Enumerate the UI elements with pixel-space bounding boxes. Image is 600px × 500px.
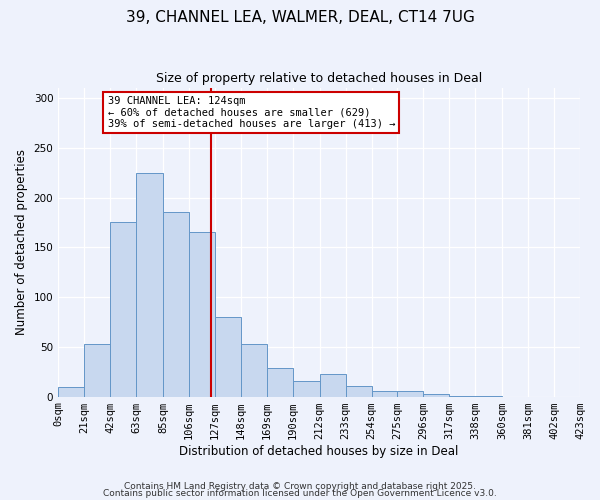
Bar: [136, 172, 163, 396]
Bar: [293, 380, 320, 396]
Bar: [241, 344, 266, 397]
Bar: [84, 344, 110, 397]
Bar: [163, 212, 189, 396]
Y-axis label: Number of detached properties: Number of detached properties: [15, 150, 28, 336]
Title: Size of property relative to detached houses in Deal: Size of property relative to detached ho…: [156, 72, 482, 86]
Bar: [58, 386, 84, 396]
Text: Contains public sector information licensed under the Open Government Licence v3: Contains public sector information licen…: [103, 489, 497, 498]
Bar: [371, 390, 397, 396]
Bar: [397, 390, 424, 396]
Bar: [215, 317, 241, 396]
Text: Contains HM Land Registry data © Crown copyright and database right 2025.: Contains HM Land Registry data © Crown c…: [124, 482, 476, 491]
X-axis label: Distribution of detached houses by size in Deal: Distribution of detached houses by size …: [179, 444, 459, 458]
Text: 39 CHANNEL LEA: 124sqm
← 60% of detached houses are smaller (629)
39% of semi-de: 39 CHANNEL LEA: 124sqm ← 60% of detached…: [107, 96, 395, 129]
Bar: [346, 386, 371, 396]
Bar: [424, 394, 449, 396]
Bar: [266, 368, 293, 396]
Bar: [189, 232, 215, 396]
Bar: [110, 222, 136, 396]
Text: 39, CHANNEL LEA, WALMER, DEAL, CT14 7UG: 39, CHANNEL LEA, WALMER, DEAL, CT14 7UG: [125, 10, 475, 25]
Bar: [320, 374, 346, 396]
